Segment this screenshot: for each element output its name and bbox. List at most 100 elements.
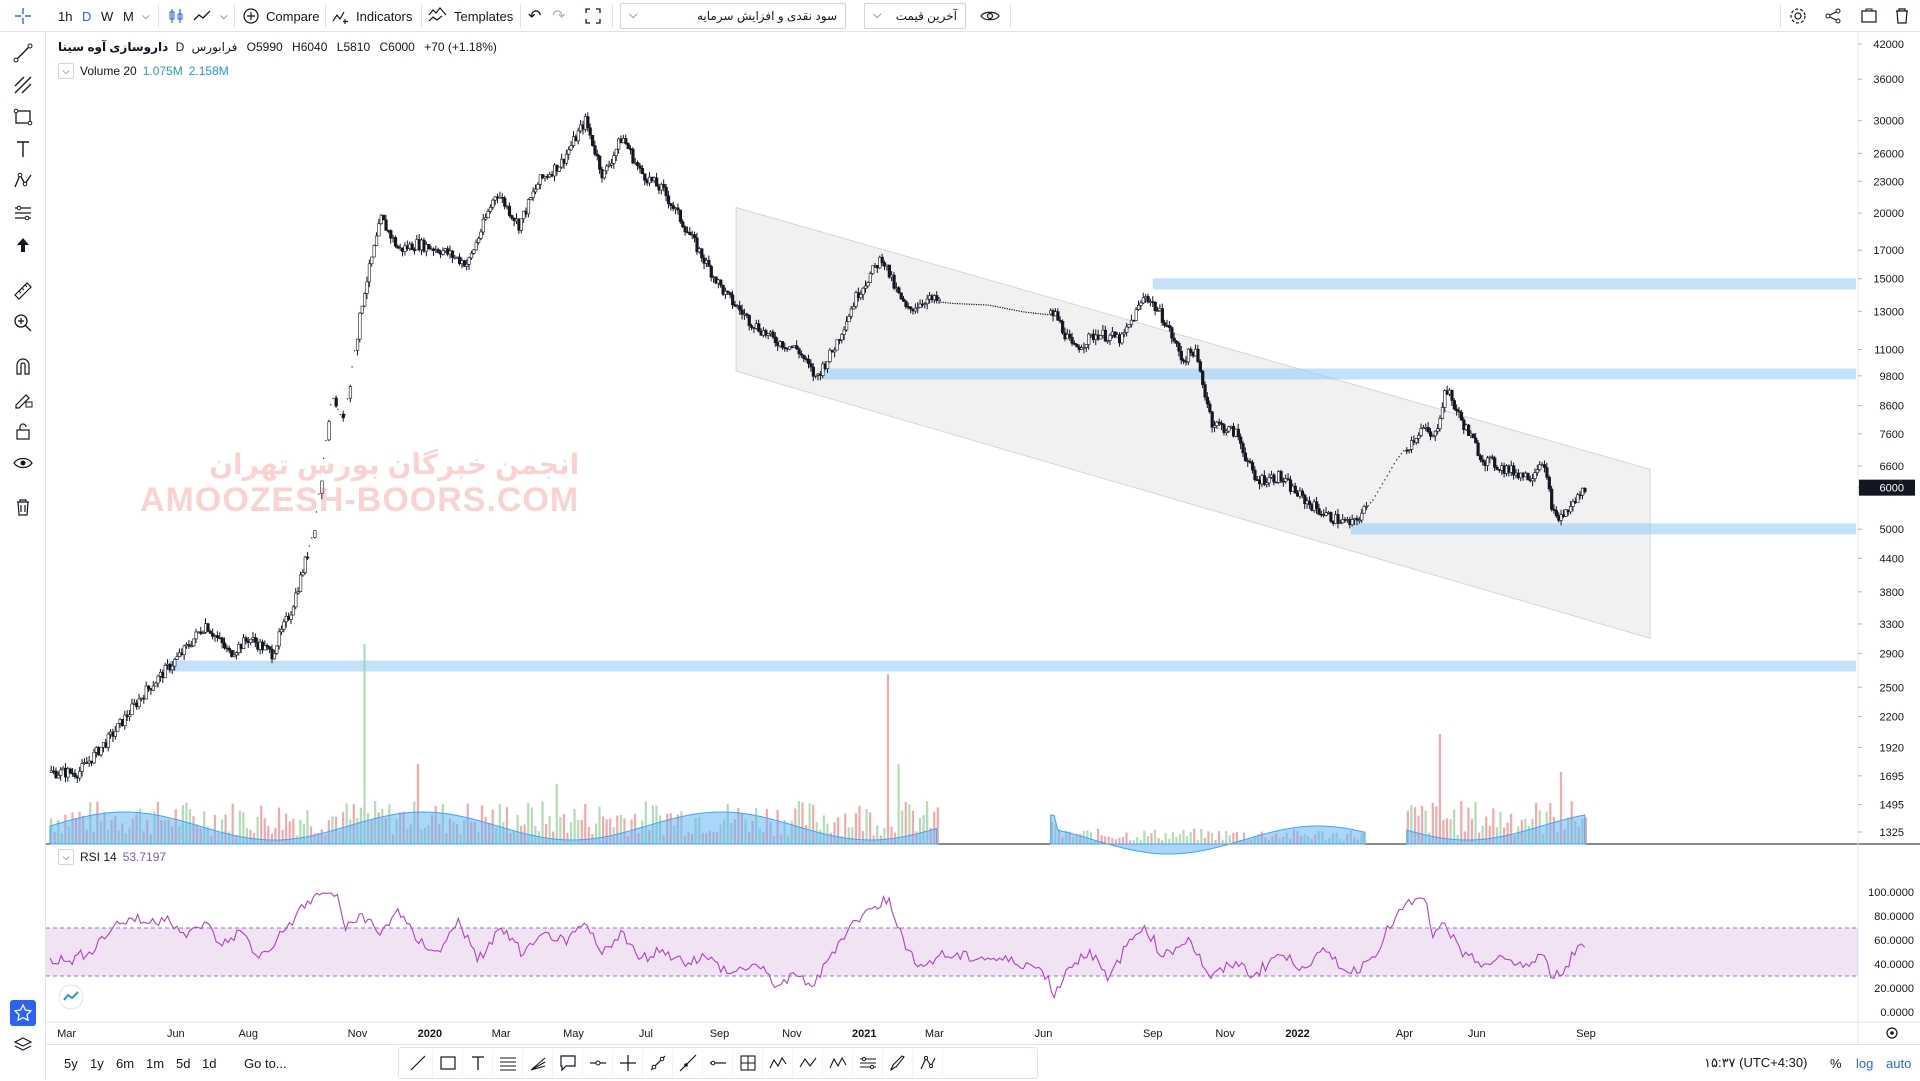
settings-gear-icon[interactable] — [1788, 0, 1808, 32]
line-chart-icon[interactable] — [192, 0, 212, 32]
horizontal-line-icon[interactable] — [703, 1049, 733, 1077]
measure-icon[interactable] — [733, 1049, 763, 1077]
collapse-chevron-icon[interactable]: ⌵ — [58, 849, 74, 865]
goto-button[interactable]: Go to... — [244, 1055, 287, 1071]
range-1m[interactable]: 1m — [146, 1055, 165, 1071]
candle-type-icon[interactable] — [166, 0, 186, 32]
candle — [854, 292, 858, 307]
xabcd-pattern-icon[interactable] — [763, 1049, 793, 1077]
log-toggle[interactable]: log — [1856, 1055, 1874, 1071]
rsi-tick-label: 40.0000 — [1874, 959, 1914, 971]
brush-icon[interactable] — [883, 1049, 913, 1077]
range-1d[interactable]: 1d — [202, 1055, 217, 1071]
interval-dropdown-icon[interactable]: ⌵ — [142, 10, 150, 22]
collapse-chevron-icon[interactable]: ⌵ — [58, 63, 74, 79]
rectangle-icon[interactable] — [10, 104, 36, 130]
crosshair-icon[interactable] — [14, 0, 32, 32]
interval-d[interactable]: D — [82, 8, 92, 24]
auto-toggle[interactable]: auto — [1886, 1055, 1912, 1071]
candle — [1087, 333, 1091, 345]
visibility-eye-icon[interactable] — [10, 450, 36, 476]
abcd-pattern-icon[interactable] — [793, 1049, 823, 1077]
remove-drawings-trash-icon[interactable] — [10, 494, 36, 520]
price-tick-label: 7600 — [1880, 429, 1904, 441]
interval-w[interactable]: W — [101, 8, 114, 24]
volume-bar — [260, 805, 263, 844]
volume-bar — [270, 833, 273, 844]
range-6m[interactable]: 6m — [116, 1055, 135, 1071]
eye-icon[interactable] — [980, 0, 1000, 32]
candle — [479, 231, 483, 239]
volume-bar — [1207, 831, 1210, 844]
interval-1h[interactable]: 1h — [58, 8, 73, 24]
percent-toggle[interactable]: % — [1830, 1055, 1842, 1071]
elliott-wave-icon[interactable] — [823, 1049, 853, 1077]
clock-timezone[interactable]: ۱۵:۳۷ (UTC+4:30) — [1704, 1055, 1808, 1070]
chart-canvas[interactable]: 42000 36000 30000 26000 23000 20000 17000 15000… — [46, 32, 1920, 1044]
candle — [617, 138, 621, 150]
rect-tool-icon[interactable] — [433, 1049, 463, 1077]
pattern-icon[interactable] — [10, 168, 36, 194]
cross-line-icon[interactable] — [613, 1049, 643, 1077]
volume-bar — [566, 832, 569, 844]
prediction-icon[interactable] — [10, 200, 36, 226]
zoom-in-icon[interactable] — [10, 310, 36, 336]
candle — [1414, 438, 1418, 443]
support-zone-3 — [167, 660, 1857, 672]
undo-icon[interactable]: ↶ — [528, 8, 542, 25]
chart-type-dropdown-icon[interactable]: ⌵ — [220, 10, 228, 22]
candle — [410, 243, 414, 251]
templates-button[interactable]: Templates — [428, 0, 513, 32]
object-tree-layers-icon[interactable] — [10, 1032, 36, 1058]
candle — [1139, 302, 1143, 306]
magnet-icon[interactable] — [10, 354, 36, 380]
volume-bar — [634, 813, 637, 844]
candle — [1431, 435, 1435, 438]
volume-bar — [797, 801, 801, 844]
price-tick-label: 23000 — [1873, 176, 1904, 188]
text-tool-icon[interactable] — [463, 1049, 493, 1077]
volume-bar — [1218, 831, 1221, 844]
dividend-dropdown[interactable]: ⌵ سود نقدی و افزایش سرمایه — [620, 3, 846, 29]
volume-bar — [1111, 838, 1114, 844]
compare-button[interactable]: Compare — [242, 0, 319, 32]
ray-icon[interactable] — [643, 1049, 673, 1077]
lock-drawing-pencil-icon[interactable] — [10, 386, 36, 412]
fib-fan-icon[interactable] — [523, 1049, 553, 1077]
text-tool-icon[interactable] — [10, 136, 36, 162]
indicators-button[interactable]: Indicators — [332, 0, 412, 32]
line-tool-icon[interactable] — [403, 1049, 433, 1077]
candle — [1386, 475, 1388, 477]
arrow-up-icon[interactable] — [10, 232, 36, 258]
candle — [1384, 479, 1386, 481]
extended-line-icon[interactable] — [673, 1049, 703, 1077]
candle — [892, 274, 896, 289]
candle — [1286, 478, 1290, 481]
forecast-icon[interactable] — [853, 1049, 883, 1077]
candle — [289, 614, 293, 620]
trash-icon[interactable] — [1894, 0, 1910, 32]
fib-tool-icon[interactable] — [493, 1049, 523, 1077]
fullscreen-icon[interactable] — [584, 0, 602, 32]
share-icon[interactable] — [1824, 0, 1842, 32]
interval-m[interactable]: M — [123, 8, 134, 24]
callout-icon[interactable] — [553, 1049, 583, 1077]
volume-bar — [1128, 840, 1132, 844]
volume-bar — [1470, 819, 1474, 844]
path-tool-icon[interactable] — [913, 1049, 943, 1077]
candle — [1495, 467, 1499, 470]
candle — [764, 330, 768, 336]
horizontal-ray-icon[interactable] — [583, 1049, 613, 1077]
snapshot-icon[interactable] — [1860, 0, 1878, 32]
trend-line-icon[interactable] — [10, 40, 36, 66]
unlock-icon[interactable] — [10, 418, 36, 444]
range-5y[interactable]: 5y — [64, 1055, 78, 1071]
range-1y[interactable]: 1y — [90, 1055, 104, 1071]
pitchfork-icon[interactable] — [10, 72, 36, 98]
redo-icon[interactable]: ↷ — [552, 8, 566, 25]
ruler-icon[interactable] — [10, 278, 36, 304]
price-source-dropdown[interactable]: ⌵ آخرین قیمت — [864, 3, 966, 29]
volume-bar — [854, 813, 857, 844]
favorites-star-icon[interactable] — [10, 1000, 36, 1026]
range-5d[interactable]: 5d — [176, 1055, 191, 1071]
